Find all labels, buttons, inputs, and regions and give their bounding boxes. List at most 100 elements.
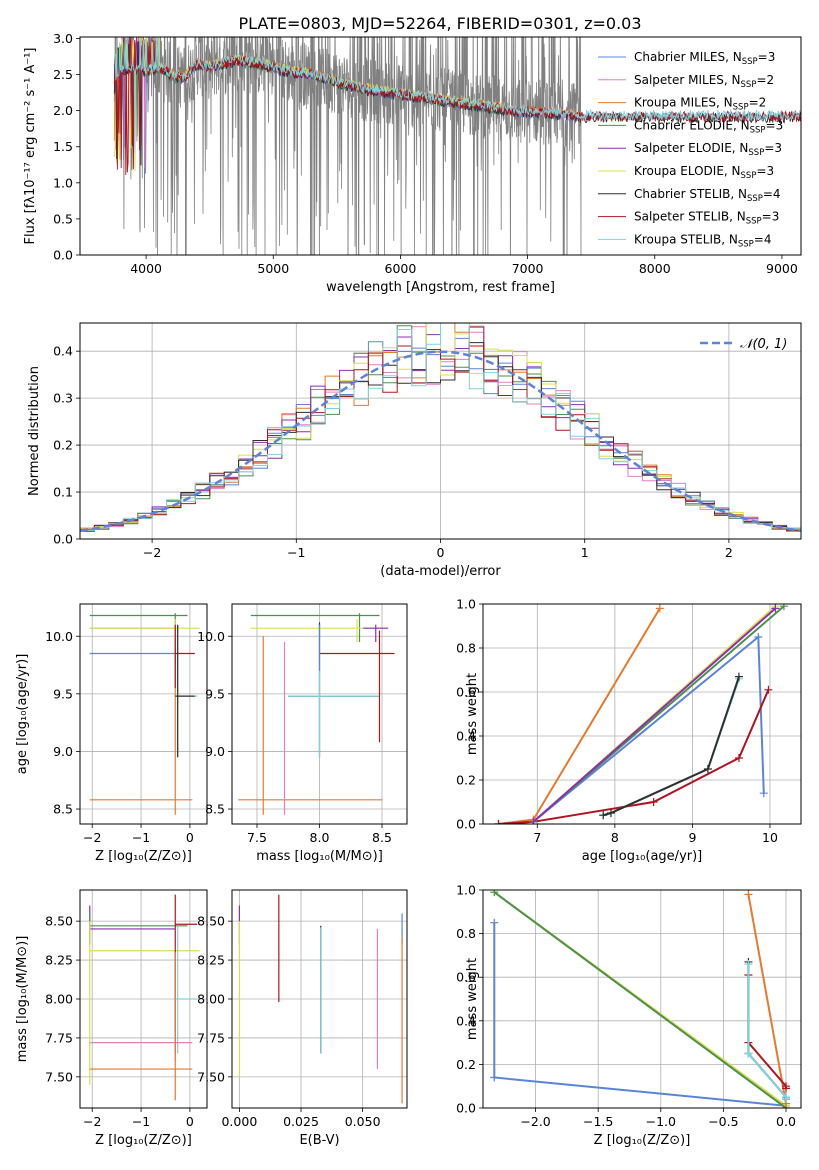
y-tick-label: 8.5 [53,802,73,817]
axes-frame [482,889,802,1109]
x-axis-label: mass [log₁₀(M/M⊙)] [256,849,383,864]
y-tick-label: 10.0 [197,629,225,644]
x-tick-label: −2 [83,1114,101,1129]
x-axis-label: wavelength [Angstrom, rest frame] [326,280,555,295]
age-vs-mass-panel: 7.5 8.0 8.5 8.5 9.0 9.5 10.0 mass [log₁₀(M/M⊙)] [197,603,408,864]
y-tick-label: 0.6 [456,685,476,700]
y-tick-label: 0.8 [456,641,476,656]
y-tick-label: 0.2 [53,438,73,453]
point-marker [744,960,753,969]
plot-area [89,613,200,815]
weight-vs-metallicity-panel: −2.0 −1.5 −1.0 −0.5 0.0 0.0 0.2 0.4 0.6 0.8 1.0 Z [… [456,883,802,1148]
x-axis-label: (data-model)/error [380,564,501,579]
point-marker [703,765,712,773]
legend-entry: Chabrier STELIB, NSSP=4 [634,187,781,204]
y-tick-label: 0.0 [53,532,73,547]
y-axis-label: mass weight [465,958,480,1040]
y-tick-label: 8.50 [197,914,225,929]
y-tick-label: 0.2 [456,773,476,788]
x-tick-label: 0.050 [345,1114,381,1129]
legend-entry: Chabrier MILES, NSSP=3 [634,50,775,67]
model-histogram [80,342,801,532]
y-tick-label: 1.5 [53,139,73,154]
x-tick-label: −2 [143,545,161,560]
y-axis-label: age [log₁₀(age/yr)] [15,654,30,775]
weight-line [532,607,777,823]
weight-line [493,891,787,1108]
observed-spectrum [113,37,801,255]
spectrum-panel: 4000 5000 6000 7000 8000 9000 0.0 0.5 1.0 1.5 2.0 2… [23,31,802,295]
point-marker [490,918,499,927]
x-tick-label: 5000 [257,261,289,276]
legend-entry: Salpeter ELODIE, NSSP=3 [634,141,782,158]
point-marker [734,672,743,681]
model-spectrum [113,37,801,154]
x-tick-label: 8 [611,830,619,845]
weight-line [602,676,740,817]
x-tick-label: −2 [83,830,101,845]
model-spectrum [113,37,801,176]
y-tick-label: 1.0 [53,175,73,190]
x-tick-label: 8000 [639,261,671,276]
y-tick-label: 8.25 [45,953,73,968]
y-tick-label: 0.5 [53,211,73,226]
y-tick-label: 0.0 [456,1101,476,1116]
plot-area [80,323,801,533]
x-axis-label: Z [log₁₀(Z/Z⊙)] [95,1133,192,1148]
point-marker [649,798,658,806]
point-marker [606,809,615,817]
point-marker [744,1049,753,1058]
x-axis-label: E(B-V) [299,1133,339,1148]
point-marker [655,604,664,613]
y-tick-label: 9.5 [205,686,225,701]
y-tick-label: 0.1 [53,485,73,500]
y-tick-label: 9.0 [205,744,225,759]
point-marker [764,685,773,694]
x-tick-label: −1 [132,1114,150,1129]
legend-entry: Kroupa ELODIE, NSSP=3 [634,164,774,181]
x-tick-label: 0 [186,830,194,845]
axes-frame [79,603,208,825]
legend-entry: 𝒩(0, 1) [740,337,787,352]
axes-frame [79,889,208,1109]
axes-frame [482,603,802,825]
y-tick-label: 8.00 [45,992,73,1007]
age-vs-metallicity-panel: −2 −1 0 8.5 9.0 9.5 10.0 Z [log₁₀(Z/Z⊙)] age [lo… [15,603,208,864]
mass-vs-extinction-panel: 0.000 0.025 0.050 7.50 7.75 8.00 8.25 8.50 E(B-V… [197,889,408,1148]
x-tick-label: 1 [581,545,589,560]
legend-entry: Salpeter MILES, NSSP=2 [634,73,774,90]
point-marker [759,789,768,798]
x-tick-label: 0.000 [221,1114,257,1129]
y-tick-label: 0.3 [53,391,73,406]
y-tick-label: 8.25 [197,953,225,968]
weight-line [747,894,787,1104]
legend-entry: Chabrier ELODIE, NSSP=3 [634,118,783,135]
y-axis-label: Normed distribution [27,366,42,496]
point-marker [529,817,538,824]
x-tick-label: 6000 [385,261,417,276]
y-tick-label: 7.75 [45,1030,73,1045]
model-histogram [80,345,801,532]
weight-line [498,634,765,824]
point-marker [599,811,608,820]
y-tick-label: 7.50 [45,1069,73,1084]
y-tick-label: 7.50 [197,1069,225,1084]
x-tick-label: 9 [688,830,696,845]
y-tick-label: 2.5 [53,67,73,82]
point-marker [744,890,753,899]
y-tick-label: 0.4 [456,729,476,744]
y-tick-label: 0.0 [53,248,73,263]
y-tick-label: 0.6 [456,970,476,985]
y-tick-label: 3.0 [53,31,73,46]
x-tick-label: 0 [186,1114,194,1129]
point-marker [494,820,503,824]
y-axis-label: mass weight [465,673,480,755]
y-tick-label: 9.5 [53,686,73,701]
y-tick-label: 2.0 [53,103,73,118]
x-tick-label: 0.025 [283,1114,319,1129]
point-marker [771,604,780,613]
y-tick-label: 8.50 [45,914,73,929]
x-axis-label: Z [log₁₀(Z/Z⊙)] [95,849,192,864]
x-tick-label: 8.0 [310,830,330,845]
model-histogram [80,323,801,531]
